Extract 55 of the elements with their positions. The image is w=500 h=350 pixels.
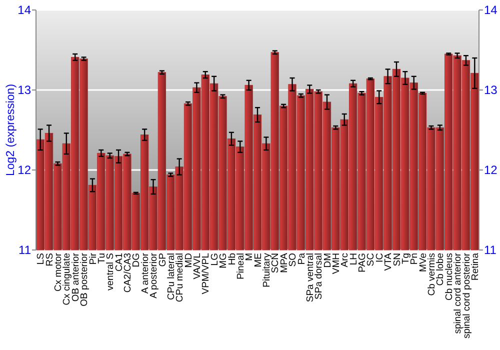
x-tick-label: Tu	[96, 253, 108, 264]
y2-tick-label: 14	[484, 3, 498, 18]
x-tick-label: GP	[157, 253, 168, 267]
x-tick-label: MD	[183, 252, 194, 268]
x-tick-label: IC	[374, 252, 386, 262]
x-tick-label: spinal cord anterior	[452, 253, 464, 334]
x-tick-label: Pituitary	[262, 252, 273, 288]
x-tick-label: SCN	[270, 252, 282, 274]
x-tick-label: CA1	[114, 253, 125, 272]
y-tick-label: 12	[18, 163, 32, 178]
y-tick-label: 11	[18, 243, 32, 258]
x-tick-label: Cb lobe	[435, 253, 446, 286]
y-axis-title: Log2 (expression)	[5, 84, 18, 176]
x-tick-label: OB anterior	[70, 253, 82, 302]
x-tick-label: M	[244, 252, 256, 261]
x-tick-label: VPM/VPL	[200, 253, 212, 294]
x-tick-label: SPa ventral	[304, 253, 316, 302]
x-tick-label: MPA	[278, 252, 290, 273]
x-tick-label: OB posterior	[79, 253, 90, 306]
x-tick-label: DM	[322, 252, 334, 268]
x-tick-label: A anterior	[140, 253, 151, 294]
x-tick-label: CPu medial	[174, 253, 186, 302]
x-tick-label: LH	[348, 252, 360, 266]
y-tick-label: 13	[18, 83, 32, 98]
x-tick-label: ME	[252, 253, 264, 268]
y2-tick-label: 13	[484, 83, 498, 98]
x-tick-label: DG	[131, 253, 142, 268]
x-tick-label: LS	[36, 253, 47, 265]
x-tick-label: MVe	[418, 253, 429, 272]
x-tick-label: LG	[209, 253, 220, 266]
x-tick-label: Pn	[409, 253, 420, 265]
x-tick-label: Arc	[340, 252, 351, 268]
x-tick-label: Cb nucleus	[444, 252, 455, 301]
x-tick-label: Tg	[400, 253, 412, 264]
x-tick-label: MG	[218, 253, 230, 268]
x-tick-label: Pir	[88, 253, 99, 265]
x-tick-label: spinal cord posterior	[461, 253, 472, 339]
x-tick-label: RS	[44, 253, 56, 266]
x-tick-label: VTA	[383, 252, 394, 271]
x-tick-label: SPa dorsal	[314, 253, 325, 300]
x-tick-label: ventral S	[105, 253, 116, 290]
y-tick-label: 14	[18, 3, 32, 18]
x-tick-label: Retina	[470, 252, 481, 280]
x-tick-label: Cx cingulate	[62, 253, 73, 306]
x-tick-label: A posterior	[148, 253, 160, 298]
x-tick-label: CPu lateral	[166, 253, 177, 300]
y2-tick-label: 12	[484, 163, 498, 178]
x-tick-label: Hb	[226, 253, 238, 266]
y2-tick-label: 11	[484, 243, 497, 258]
x-tick-label: SO	[288, 253, 299, 267]
x-tick-label: Pineal	[235, 253, 246, 280]
x-tick-label: SC	[366, 252, 377, 266]
x-tick-label: SN	[392, 252, 403, 266]
x-tick-label: Pa	[296, 252, 308, 265]
x-tick-label: VMH	[331, 252, 342, 274]
